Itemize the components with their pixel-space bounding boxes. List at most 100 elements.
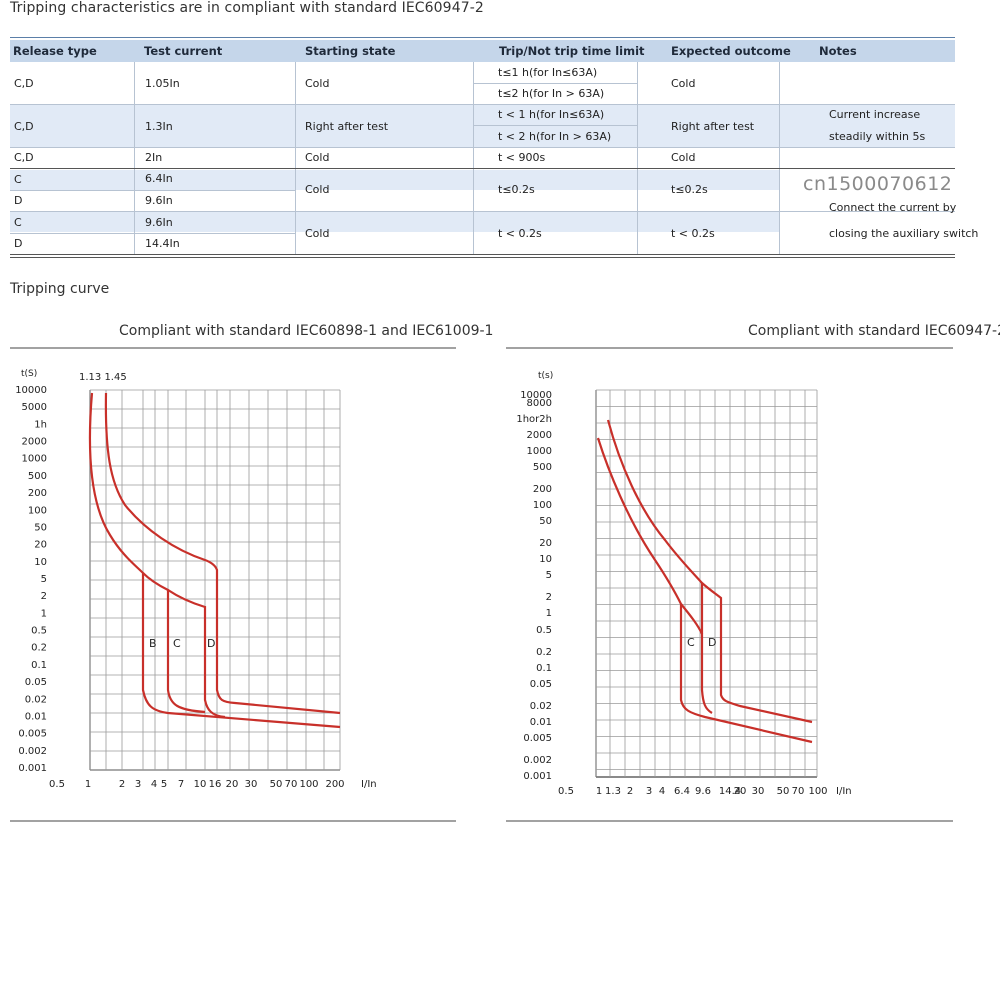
table-row-band [10, 170, 134, 190]
y-tick-label: 5 [546, 570, 552, 581]
y-axis-label-left: t(S) [21, 369, 37, 379]
x-tick-label: 2 [119, 779, 125, 790]
y-tick-label: 2 [546, 592, 552, 603]
y-tick-label: 0.02 [530, 701, 552, 712]
y-tick-label: 1 [41, 608, 47, 619]
y-tick-label: 0.01 [530, 717, 552, 728]
curve-upper-envelope-right [606, 419, 813, 724]
chart-grid-left [89, 389, 341, 771]
cell-release-type: C,D [14, 151, 34, 164]
table-row-divider [10, 168, 955, 169]
x-tick-label: 3 [646, 786, 652, 797]
chart-title-left: Compliant with standard IEC60898-1 and I… [119, 323, 494, 339]
x-tick-label: 4 [151, 779, 157, 790]
watermark-text: cn1500070612 [803, 173, 953, 195]
top-annotation: 1.13 1.45 [79, 372, 127, 383]
x-tick-label: 2 [627, 786, 633, 797]
x-tick-label: 1 [596, 786, 602, 797]
cell-starting-state: Cold [305, 77, 330, 90]
y-tick-label: 8000 [527, 398, 552, 409]
cell-test-current: 1.3In [145, 120, 173, 133]
y-tick-label: 0.005 [18, 729, 47, 740]
y-tick-label: 2000 [22, 437, 47, 448]
y-axis-label-right: t(s) [538, 371, 553, 381]
cell-expected-outcome: t < 0.2s [671, 227, 715, 240]
y-tick-label: 0.5 [536, 625, 552, 636]
x-tick-label: 10 [194, 779, 207, 790]
curve-C-segment-right [680, 603, 713, 714]
table-header: Release type Test current Starting state… [10, 40, 955, 62]
table-column-divider [779, 62, 780, 254]
y-tick-label: 100 [28, 505, 47, 516]
x-tick-label: 20 [734, 786, 747, 797]
x-tick-label: 20 [226, 779, 239, 790]
x-tick-label: 70 [285, 779, 298, 790]
table-row-divider [473, 125, 637, 126]
y-tick-label: 1000 [22, 454, 47, 465]
cell-expected-outcome: Cold [671, 77, 696, 90]
section-title: Tripping curve [10, 281, 110, 297]
curve-label-D-right: D [708, 636, 716, 649]
header-release-type: Release type [13, 44, 97, 58]
curve-lower-envelope [88, 392, 341, 729]
x-tick-label: 200 [325, 779, 344, 790]
x-axis-label-left: I/In [361, 779, 377, 790]
y-tick-label: 2000 [527, 430, 552, 441]
header-test-current: Test current [144, 44, 223, 58]
curve-label-C-right: C [687, 636, 695, 649]
y-tick-label: 10000 [520, 390, 552, 401]
x-tick-label: 0.5 [558, 786, 574, 797]
y-tick-label: 1000 [527, 446, 552, 457]
x-tick-label: 30 [245, 779, 258, 790]
y-tick-label: 200 [28, 488, 47, 499]
y-tick-label: 500 [28, 471, 47, 482]
y-tick-label: 0.002 [523, 755, 552, 766]
table-bottom-rule [10, 254, 955, 255]
x-axis-label-right: I/In [836, 786, 852, 797]
curve-D-segment [167, 589, 226, 719]
y-tick-label: 1hor2h [516, 414, 552, 425]
x-tick-label: 3 [135, 779, 141, 790]
chart-title-right: Compliant with standard IEC60947-2 [748, 323, 1000, 339]
cell-expected-outcome: Right after test [671, 120, 755, 133]
x-tick-label: 1.3 [605, 786, 621, 797]
y-tick-label: 1 [546, 608, 552, 619]
x-tick-label: 100 [808, 786, 827, 797]
cell-trip-limit: t < 900s [498, 151, 546, 164]
y-tick-label: 10000 [15, 385, 47, 396]
cell-expected-outcome: t≤0.2s [671, 183, 708, 196]
table-column-divider [473, 62, 474, 254]
cell-expected-outcome: Cold [671, 151, 696, 164]
cell-test-current: 14.4In [145, 237, 180, 250]
x-tick-label: 16 [209, 779, 222, 790]
cell-notes: Current increase [829, 108, 921, 121]
cell-release-type: C,D [14, 120, 34, 133]
cell-release-type: C,D [14, 77, 34, 90]
cell-trip-limit: t < 2 h(for In > 63A) [498, 130, 612, 143]
header-trip-time-limit: Trip/Not trip time limit [499, 44, 645, 58]
page-title: Tripping characteristics are in complian… [10, 0, 484, 16]
y-tick-label: 0.001 [18, 763, 47, 774]
y-tick-label: 2 [41, 591, 47, 602]
table-row-divider [10, 104, 955, 105]
curve-lower-envelope-right [596, 437, 813, 744]
y-tick-label: 0.5 [31, 626, 47, 637]
y-tick-label: 0.01 [25, 711, 47, 722]
x-tick-label: 1 [85, 779, 91, 790]
y-tick-label: 500 [533, 462, 552, 473]
table-row-divider [473, 83, 637, 84]
table-row-band [10, 105, 955, 147]
cell-test-current: 9.6In [145, 216, 173, 229]
table-top-rule [10, 37, 955, 38]
table-bottom-rule [10, 257, 955, 258]
y-tick-label: 0.2 [31, 643, 47, 654]
y-tick-label: 20 [34, 540, 47, 551]
x-tick-label: 14.4 [719, 786, 741, 797]
table-row-divider [10, 233, 295, 234]
cell-test-current: 1.05In [145, 77, 180, 90]
cell-starting-state: Cold [305, 183, 330, 196]
y-tick-label: 0.002 [18, 746, 47, 757]
table-row-divider [10, 190, 295, 191]
y-tick-label: 5000 [22, 402, 47, 413]
curve-label-B: B [149, 637, 157, 650]
